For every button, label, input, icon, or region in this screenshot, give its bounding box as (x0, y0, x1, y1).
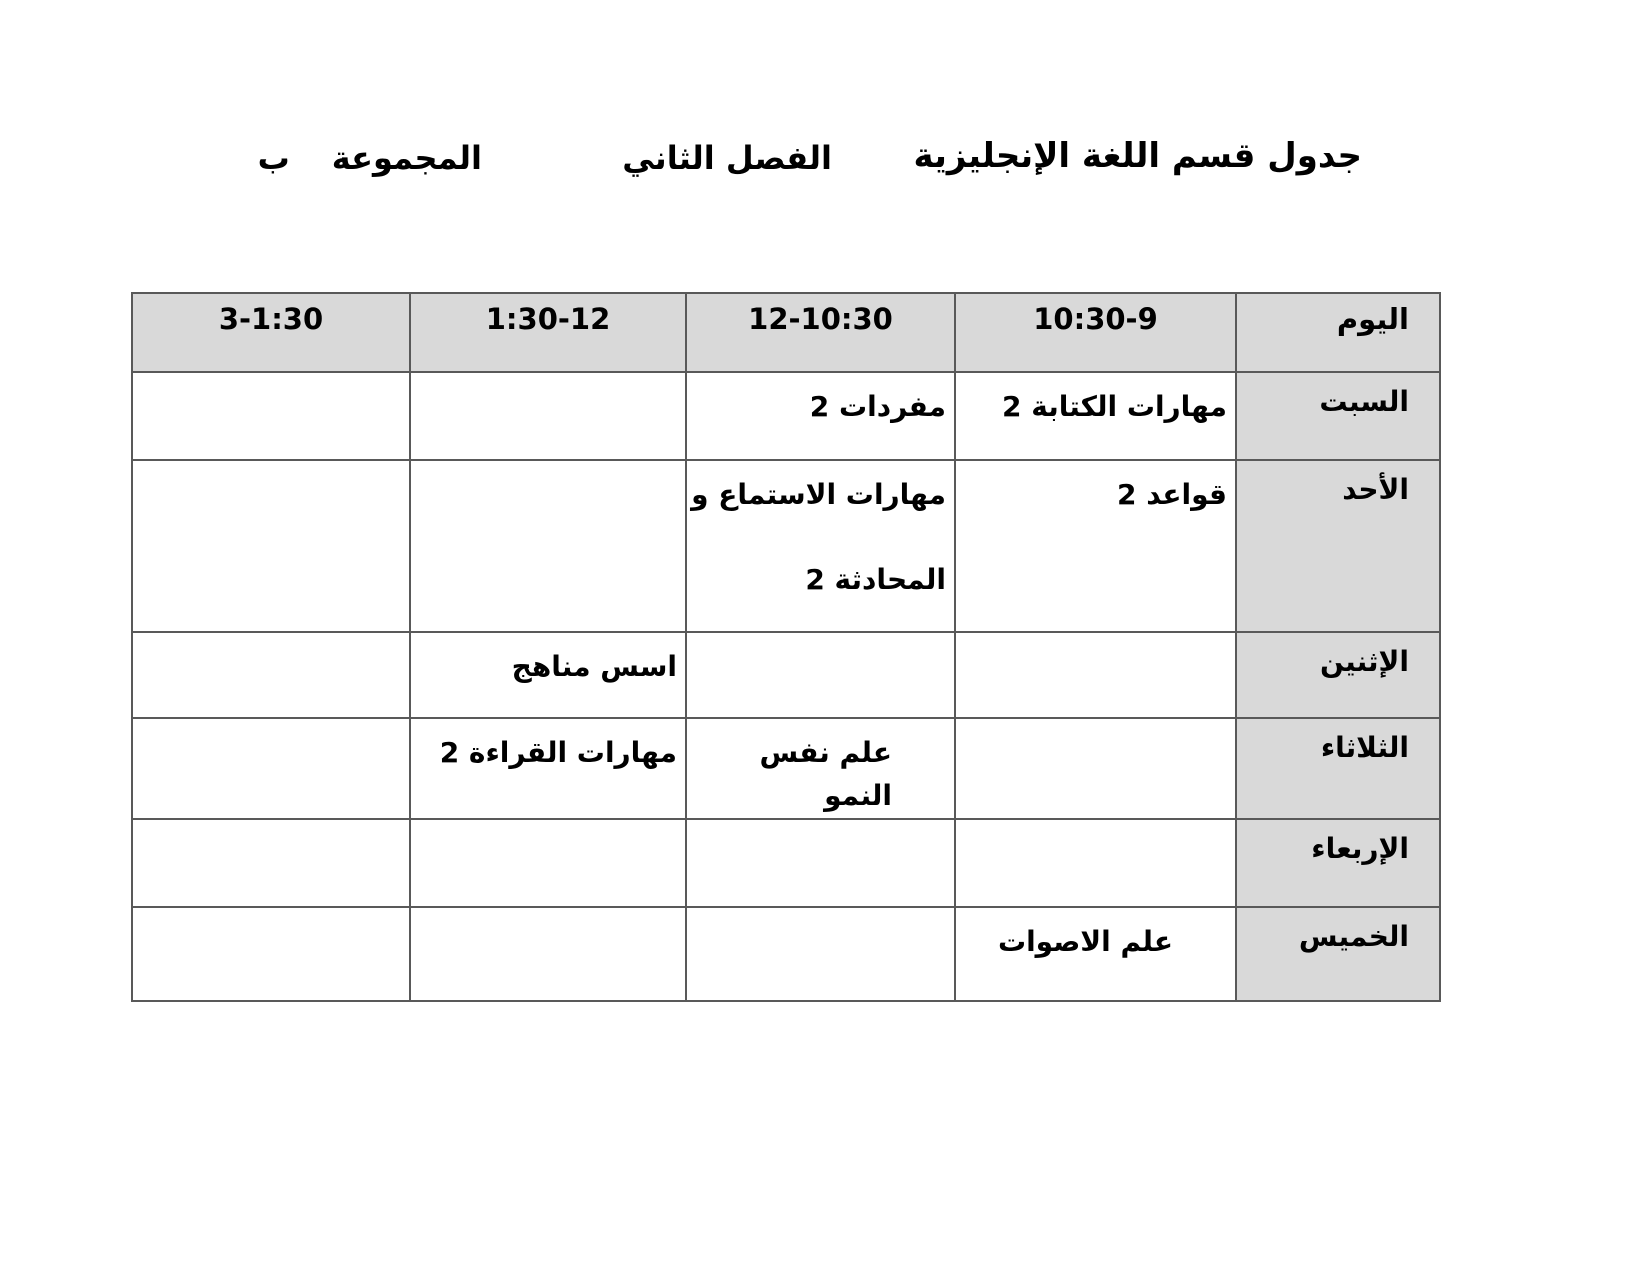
course-cell: اسس مناهج (409, 631, 687, 719)
column-header-time: 12-10:30 (685, 292, 956, 373)
empty-cell (954, 631, 1237, 719)
course-cell: علم الاصوات (954, 905, 1237, 1002)
schedule-table-body: السبت مهارات الكتابة 2 مفردات 2 الأحد قواعد … (131, 371, 1441, 1002)
empty-cell (409, 371, 687, 461)
day-cell: الخميس (1235, 905, 1441, 1002)
empty-cell (131, 717, 411, 820)
empty-cell (409, 905, 687, 1002)
course-cell: مهارات الاستماع و المحادثة 2 (685, 459, 956, 633)
course-cell: قواعد 2 (954, 459, 1237, 633)
column-header-time: 10:30-9 (954, 292, 1237, 373)
schedule-row-5: الخميس علم الاصوات (131, 905, 1441, 1002)
day-cell: الثلاثاء (1235, 717, 1441, 820)
empty-cell (131, 817, 411, 908)
empty-cell (131, 459, 411, 633)
empty-cell (409, 459, 687, 633)
schedule-row-0: السبت مهارات الكتابة 2 مفردات 2 (131, 371, 1441, 461)
empty-cell (685, 905, 956, 1002)
header-row: اليوم 10:30-9 12-10:30 1:30-12 3-1:30 (131, 292, 1441, 373)
course-text-line: مهارات الكتابة 2 (1002, 390, 1227, 423)
course-text-line: مفردات 2 (809, 390, 946, 423)
schedule-table-header: اليوم 10:30-9 12-10:30 1:30-12 3-1:30 (131, 292, 1441, 373)
schedule-row-2: الإثنين اسس مناهج (131, 631, 1441, 719)
course-text-line: اسس مناهج (511, 650, 677, 683)
day-cell: الإثنين (1235, 631, 1441, 719)
column-header-time: 1:30-12 (409, 292, 687, 373)
schedule-row-3: الثلاثاء علم نفس النمو مهارات القراءة 2 (131, 717, 1441, 820)
empty-cell (131, 371, 411, 461)
course-text-line: قواعد 2 (1116, 478, 1227, 511)
empty-cell (954, 817, 1237, 908)
course-text-line: علم الاصوات (997, 924, 1173, 958)
course-cell: مهارات القراءة 2 (409, 717, 687, 820)
day-cell: الإربعاء (1235, 817, 1441, 908)
semester-label: الفصل الثاني (622, 139, 832, 177)
day-cell: الأحد (1235, 459, 1441, 633)
document-header: جدول قسم اللغة الإنجليزية الفصل الثاني ا… (0, 0, 1650, 230)
empty-cell (409, 817, 687, 908)
schedule-row-1: الأحد قواعد 2 مهارات الاستماع و المحادثة 2 (131, 459, 1441, 633)
course-cell: مهارات الكتابة 2 (954, 371, 1237, 461)
empty-cell (131, 905, 411, 1002)
column-header-time: 3-1:30 (131, 292, 411, 373)
course-text-line: مهارات القراءة 2 (439, 736, 677, 769)
group-value: ب (257, 139, 290, 177)
schedule-table: اليوم 10:30-9 12-10:30 1:30-12 3-1:30 السبت م… (131, 292, 1441, 1002)
empty-cell (131, 631, 411, 719)
course-cell: مفردات 2 (685, 371, 956, 461)
course-text-line: مهارات الاستماع و (691, 478, 946, 511)
document-title: جدول قسم اللغة الإنجليزية (913, 136, 1362, 176)
course-cell: علم نفس النمو (685, 717, 956, 820)
empty-cell (685, 631, 956, 719)
empty-cell (954, 717, 1237, 820)
course-text-line: المحادثة 2 (805, 563, 946, 597)
day-cell: السبت (1235, 371, 1441, 461)
group-label-block: المجموعة ب (258, 139, 482, 177)
group-label: المجموعة (331, 139, 482, 177)
schedule-row-4: الإربعاء (131, 817, 1441, 908)
column-header-day: اليوم (1235, 292, 1441, 373)
course-text-line: علم نفس النمو (759, 736, 892, 813)
empty-cell (685, 817, 956, 908)
